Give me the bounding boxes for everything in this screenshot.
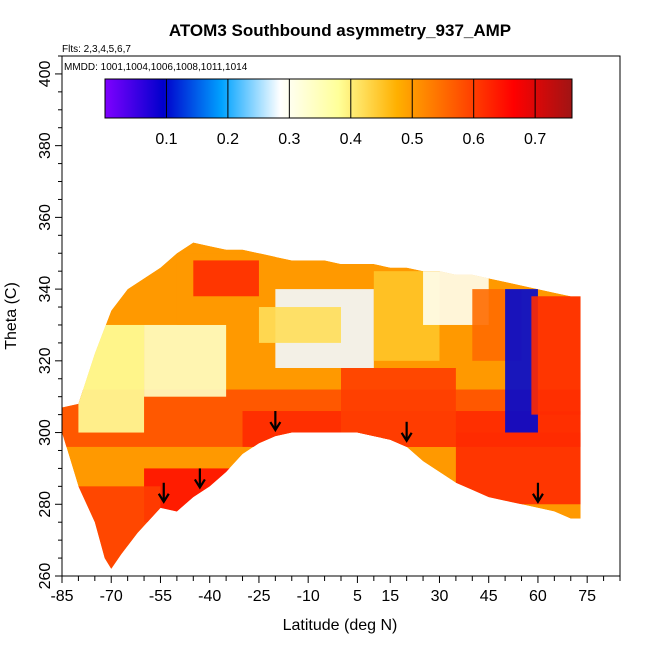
heatmap-cell: [341, 368, 456, 447]
x-tick-label: 15: [381, 588, 399, 605]
x-tick-label: 75: [578, 588, 596, 605]
heatmap-cell: [455, 432, 581, 505]
y-tick-label: 340: [37, 276, 54, 303]
y-tick-label: 280: [37, 491, 54, 518]
arrow-marker: [157, 482, 170, 504]
colorbar-tick-label: 0.2: [217, 131, 239, 148]
colorbar: 0.1 0.2 0.3 0.4 0.5 0.6 0.7: [104, 78, 573, 148]
colorbar-bar: [104, 78, 573, 119]
x-tick-label: -55: [149, 588, 172, 605]
colorbar-tick-label: 0.7: [524, 131, 546, 148]
y-tick-label: 360: [37, 204, 54, 231]
x-tick-label: 60: [529, 588, 547, 605]
x-tick-label: 5: [353, 588, 362, 605]
x-tick-label: -70: [100, 588, 123, 605]
y-axis-label: Theta (C): [3, 282, 20, 350]
y-axis: 260 280 300 320 340 360 380 400: [37, 55, 62, 590]
colorbar-tick-label: 0.4: [340, 131, 362, 148]
flights-note: Flts: 2,3,4,5,6,7: [62, 44, 131, 55]
chart-title: ATOM3 Southbound asymmetry_937_AMP: [169, 21, 511, 40]
heatmap-cell: [144, 324, 227, 397]
colorbar-tick-label: 0.5: [401, 131, 423, 148]
heatmap-cell: [531, 296, 581, 415]
arrow-markers: [157, 411, 544, 504]
x-tick-label: 30: [431, 588, 449, 605]
heatmap-coverage: [62, 242, 581, 569]
arrow-marker: [193, 468, 206, 490]
x-axis-label: Latitude (deg N): [283, 617, 398, 634]
x-tick-label: 45: [480, 588, 498, 605]
heatmap-field: [62, 242, 581, 569]
x-tick-label: -85: [50, 588, 73, 605]
arrow-marker: [400, 421, 413, 443]
x-tick-label: -25: [247, 588, 270, 605]
heatmap-cell: [78, 324, 145, 433]
y-tick-label: 380: [37, 132, 54, 159]
x-axis: -85 -70 -55 -40 -25 -10 5 15 30 45 60 75: [50, 576, 621, 605]
y-tick-label: 260: [37, 563, 54, 590]
heatmap-cell: [258, 307, 341, 343]
heatmap-cell: [144, 468, 259, 523]
x-tick-label: -40: [198, 588, 221, 605]
x-tick-label: -10: [297, 588, 320, 605]
y-tick-label: 300: [37, 419, 54, 446]
arrow-marker: [532, 482, 544, 504]
colorbar-tick-label: 0.6: [463, 131, 485, 148]
dates-note: MMDD: 1001,1004,1006,1008,1011,1014: [64, 62, 248, 73]
y-tick-label: 320: [37, 347, 54, 374]
colorbar-tick-label: 0.1: [155, 131, 177, 148]
heatmap-cell: [62, 486, 161, 569]
y-tick-label: 400: [37, 60, 54, 87]
heatmap-cell: [193, 260, 259, 297]
arrow-marker: [269, 411, 282, 433]
colorbar-tick-label: 0.3: [278, 131, 300, 148]
